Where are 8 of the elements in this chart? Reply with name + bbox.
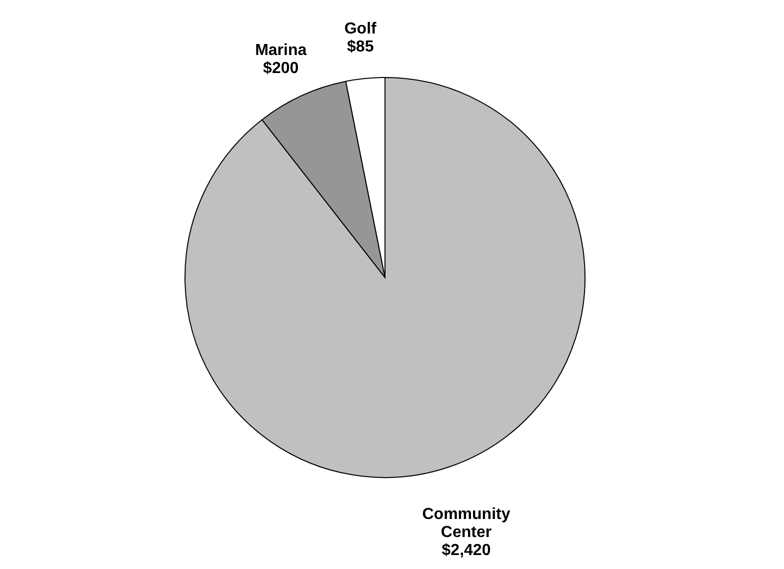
- pie-slice: [184, 77, 586, 478]
- data-label: $200: [263, 60, 299, 78]
- data-label: $2,420: [442, 542, 491, 559]
- data-label: $85: [347, 38, 374, 56]
- slice-label: Community Center: [422, 506, 510, 541]
- slice-label: Marina: [255, 42, 307, 60]
- pie-slice: [262, 80, 386, 278]
- slice-label: Golf: [344, 20, 378, 38]
